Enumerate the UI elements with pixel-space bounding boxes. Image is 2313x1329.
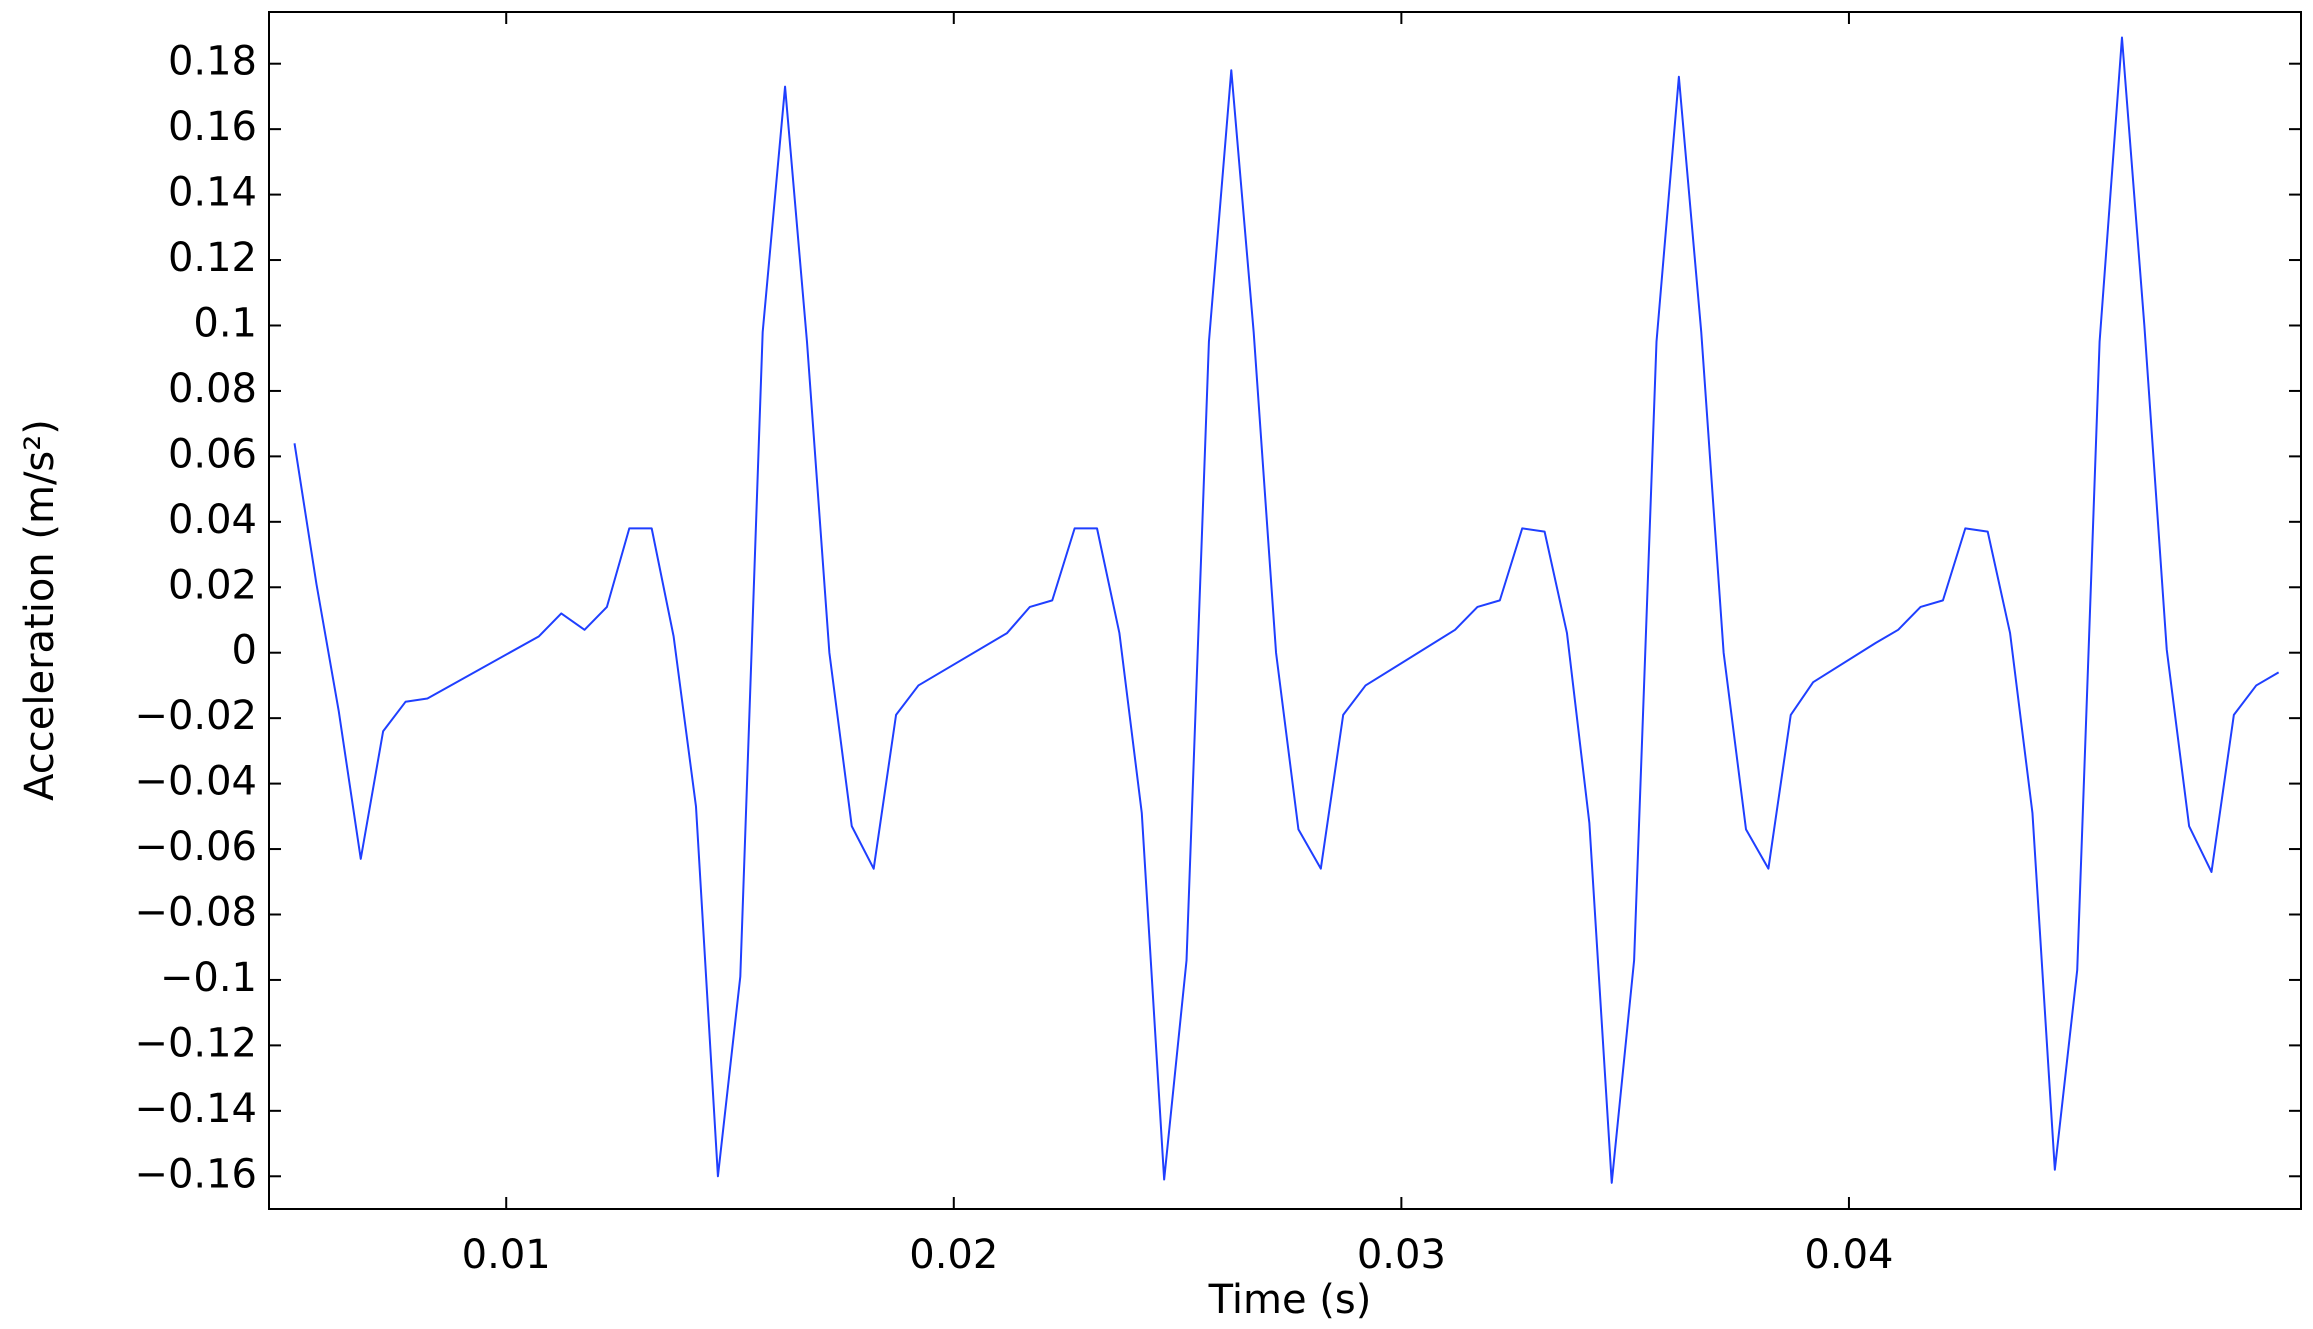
y-tick-label: 0.12 — [168, 235, 257, 281]
y-tick-label: 0.16 — [168, 104, 257, 150]
y-tick-label: −0.08 — [134, 889, 257, 935]
x-axis-label: Time (s) — [1208, 1277, 1372, 1323]
y-tick-label: 0 — [232, 628, 257, 674]
data-line — [293, 36, 2280, 1184]
y-tick-label: −0.16 — [134, 1151, 257, 1197]
y-tick-label: 0.08 — [168, 366, 257, 412]
x-tick-label: 0.02 — [909, 1232, 998, 1278]
y-tick-label: 0.06 — [168, 431, 257, 477]
y-tick-label: 0.1 — [193, 300, 257, 346]
y-tick-label: −0.06 — [134, 824, 257, 870]
y-tick-label: −0.04 — [134, 759, 257, 805]
y-tick-label: −0.1 — [160, 955, 257, 1001]
y-tick-label: 0.04 — [168, 497, 257, 543]
y-tick-label: −0.02 — [134, 693, 257, 739]
y-tick-label: 0.02 — [168, 562, 257, 608]
x-tick-label: 0.04 — [1804, 1232, 1893, 1278]
y-tick-label: 0.18 — [168, 39, 257, 85]
y-axis-label: Acceleration (m/s²) — [17, 419, 63, 801]
plot-frame — [268, 11, 2302, 1210]
y-tick-label: −0.14 — [134, 1086, 257, 1132]
y-tick-label: 0.14 — [168, 170, 257, 216]
x-tick-label: 0.03 — [1357, 1232, 1446, 1278]
x-tick-label: 0.01 — [462, 1232, 551, 1278]
y-tick-label: −0.12 — [134, 1020, 257, 1066]
